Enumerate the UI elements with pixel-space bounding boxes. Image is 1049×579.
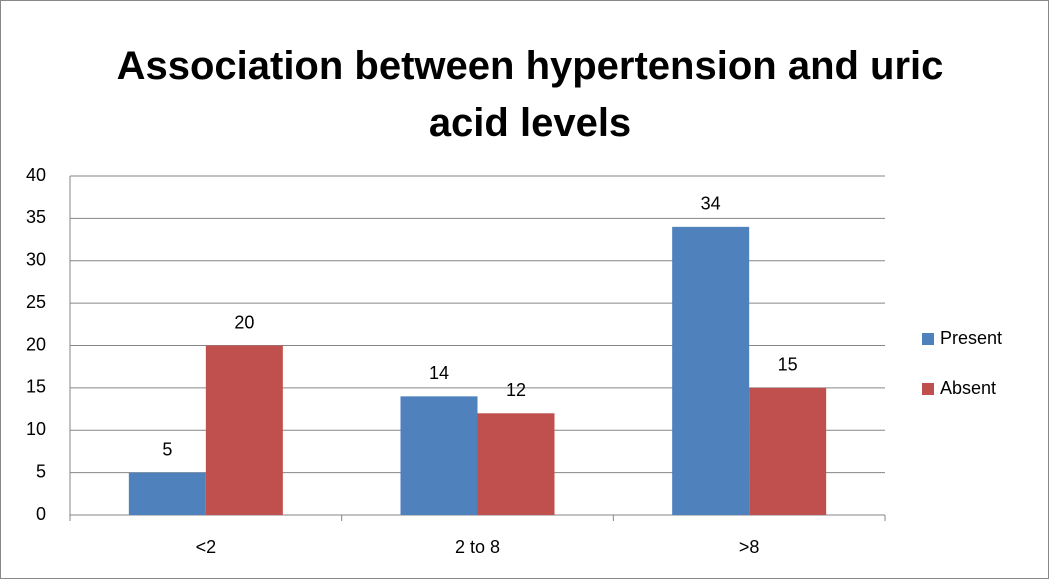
data-label: 34 (701, 194, 721, 214)
x-tick-label: <2 (196, 537, 217, 557)
bar (128, 472, 206, 515)
data-label: 5 (162, 439, 172, 459)
bar (205, 345, 283, 515)
bar (400, 396, 478, 515)
x-tick-label: >8 (739, 537, 760, 557)
y-tick-label: 5 (36, 461, 46, 481)
x-tick-label: 2 to 8 (455, 537, 500, 557)
bar (672, 226, 750, 515)
bar (749, 387, 827, 515)
data-label: 15 (778, 355, 798, 375)
y-tick-label: 40 (26, 165, 46, 185)
chart-title: Association between hypertension and uri… (116, 44, 944, 145)
data-label: 20 (234, 312, 254, 332)
y-tick-label: 15 (26, 377, 46, 397)
bar (477, 413, 555, 515)
data-label: 14 (429, 363, 449, 383)
data-label: 12 (506, 380, 526, 400)
legend-label: Present (940, 328, 1002, 348)
y-tick-label: 0 (36, 504, 46, 524)
y-tick-label: 35 (26, 207, 46, 227)
y-tick-label: 30 (26, 250, 46, 270)
y-tick-label: 25 (26, 292, 46, 312)
legend-swatch (922, 333, 934, 345)
y-tick-label: 10 (26, 419, 46, 439)
legend-label: Absent (940, 378, 996, 398)
legend-swatch (922, 383, 934, 395)
y-tick-label: 20 (26, 334, 46, 354)
